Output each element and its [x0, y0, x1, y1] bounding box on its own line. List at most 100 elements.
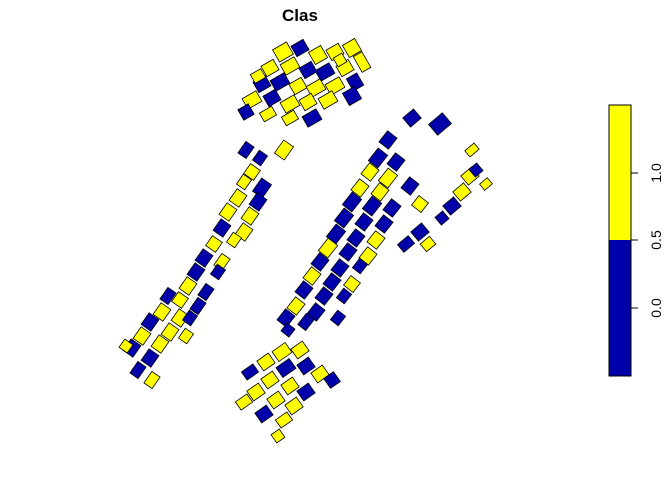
building-parcel-124: [246, 382, 266, 402]
building-parcel-64: [177, 327, 195, 345]
building-parcel-107: [468, 162, 484, 178]
building-parcel-48: [197, 282, 215, 302]
building-parcel-31: [243, 163, 261, 181]
building-parcel-47: [178, 276, 198, 296]
building-parcel-42: [225, 231, 243, 249]
building-parcel-100: [411, 195, 429, 213]
building-parcel-61: [143, 370, 161, 390]
building-parcel-108: [410, 222, 430, 242]
building-parcel-115: [256, 352, 276, 372]
building-parcel-105: [452, 182, 472, 202]
building-parcel-130: [270, 428, 286, 444]
building-parcel-54: [140, 312, 160, 332]
building-parcel-16: [345, 72, 365, 92]
building-parcel-125: [234, 393, 254, 411]
building-parcel-43: [194, 248, 214, 268]
building-parcel-123: [296, 382, 316, 402]
building-parcel-121: [260, 370, 280, 390]
building-parcel-101: [402, 108, 422, 128]
building-parcel-88: [302, 266, 322, 286]
building-parcel-13: [288, 76, 308, 96]
building-parcel-59: [140, 348, 160, 368]
building-parcel-71: [350, 178, 370, 198]
building-parcel-45: [186, 262, 206, 282]
building-parcel-94: [286, 296, 306, 316]
building-parcel-91: [294, 280, 314, 300]
building-parcel-18: [262, 88, 282, 108]
building-parcel-67: [386, 152, 406, 172]
building-parcel-10: [352, 51, 372, 73]
building-parcel-97: [297, 312, 315, 332]
building-parcel-80: [346, 228, 366, 248]
building-parcel-128: [254, 404, 274, 424]
building-parcel-24: [258, 105, 278, 123]
building-parcel-92: [314, 286, 334, 306]
building-parcel-60: [129, 360, 147, 380]
building-parcel-98: [329, 309, 347, 327]
building-parcel-22: [341, 85, 363, 107]
building-parcel-96: [276, 308, 296, 328]
building-parcel-19: [279, 94, 301, 114]
building-parcel-0: [272, 41, 294, 63]
building-parcel-116: [275, 357, 297, 379]
legend-tick-label-2: 1.0: [648, 163, 664, 183]
map-title: Clas: [282, 6, 318, 25]
building-parcel-106: [442, 196, 462, 216]
building-parcel-77: [354, 212, 374, 232]
building-parcel-12: [269, 72, 291, 92]
building-parcel-63: [181, 309, 199, 327]
building-parcel-41: [205, 235, 223, 253]
building-parcel-103: [464, 142, 480, 158]
building-parcel-112: [479, 177, 493, 191]
legend-tick-label-1: 0.5: [648, 230, 664, 250]
building-parcel-62: [118, 338, 134, 354]
building-parcel-2: [307, 44, 329, 66]
building-parcel-82: [317, 237, 339, 259]
building-parcel-6: [279, 56, 301, 76]
building-parcel-117: [296, 356, 316, 376]
building-parcel-5: [260, 58, 280, 78]
building-parcel-68: [360, 162, 380, 182]
building-parcel-70: [400, 176, 420, 196]
building-parcel-73: [341, 191, 363, 213]
building-parcel-34: [235, 173, 253, 191]
building-parcel-114: [290, 340, 310, 360]
building-parcel-20: [298, 92, 318, 112]
building-parcel-126: [266, 390, 286, 410]
building-parcel-66: [367, 147, 389, 169]
building-parcel-7: [298, 60, 318, 80]
building-parcel-90: [343, 275, 361, 293]
building-parcel-87: [351, 257, 369, 275]
building-parcel-99: [280, 322, 296, 338]
building-parcel-52: [152, 302, 172, 322]
building-parcel-93: [335, 287, 353, 305]
building-parcel-76: [333, 207, 355, 229]
building-parcel-23: [237, 103, 255, 121]
building-parcel-37: [218, 202, 238, 222]
building-parcel-27: [249, 68, 267, 84]
building-parcel-57: [150, 334, 170, 354]
legend-tick-label-0: 0.0: [648, 298, 664, 318]
building-parcel-55: [160, 322, 180, 342]
building-parcel-109: [396, 235, 416, 253]
building-parcel-74: [361, 195, 383, 217]
building-parcel-127: [284, 396, 304, 416]
building-parcel-32: [273, 139, 295, 161]
building-parcel-78: [374, 214, 394, 234]
building-parcel-83: [338, 242, 358, 262]
building-parcel-81: [366, 230, 386, 250]
building-parcel-26: [301, 108, 323, 128]
building-parcel-30: [251, 149, 269, 167]
building-parcel-129: [274, 411, 294, 429]
building-parcel-21: [317, 90, 339, 110]
building-parcel-14: [305, 78, 327, 98]
building-parcel-110: [419, 235, 437, 253]
building-parcel-35: [228, 188, 248, 208]
building-parcel-1: [290, 38, 310, 58]
building-parcel-65: [378, 130, 398, 150]
building-parcel-113: [271, 341, 293, 363]
building-parcel-28: [332, 52, 348, 68]
building-parcel-89: [322, 272, 342, 292]
legend-bin-low: [609, 240, 631, 376]
color-legend: 0.0 0.5 1.0: [608, 104, 664, 377]
